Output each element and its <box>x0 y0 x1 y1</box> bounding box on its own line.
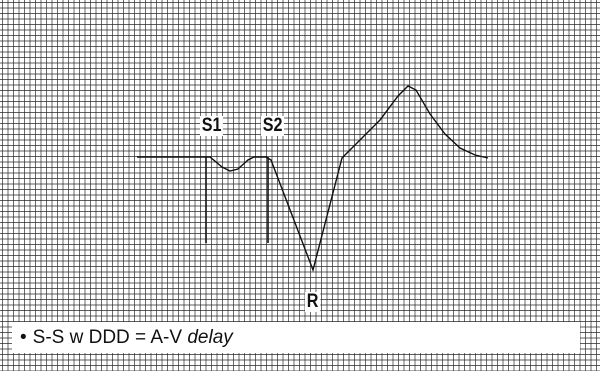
label-s1: S1 <box>200 115 224 136</box>
label-s2: S2 <box>261 115 285 136</box>
ecg-waveform <box>137 85 489 273</box>
caption-text: S-S w DDD = A-V <box>32 327 183 348</box>
caption-italic-text: delay <box>187 327 233 348</box>
label-r: R <box>305 291 321 312</box>
caption-bullet: • <box>20 327 27 348</box>
caption-box: • S-S w DDD = A-V delay <box>12 322 580 353</box>
